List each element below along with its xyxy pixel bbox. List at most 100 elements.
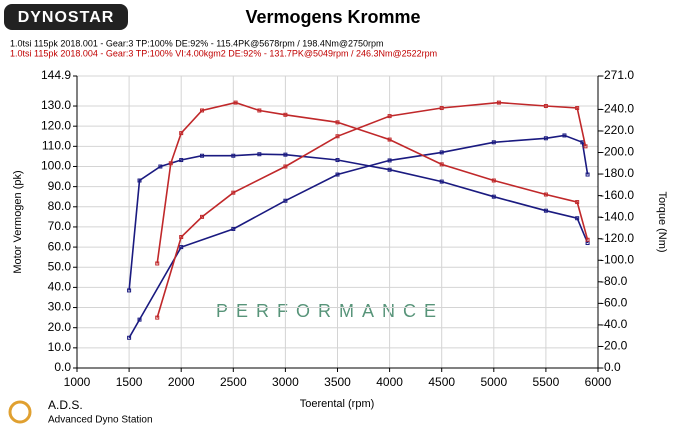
y2-tick-label: -180.0 — [600, 166, 634, 180]
point-marker — [179, 158, 184, 163]
y2-tick-label: -40.0 — [600, 317, 628, 331]
point-marker — [137, 317, 142, 322]
point-marker — [257, 152, 262, 157]
point-marker — [439, 106, 444, 111]
watermark: PERFORMANCE — [216, 301, 444, 321]
x-tick-label: 4000 — [376, 375, 403, 389]
point-marker — [387, 158, 392, 163]
y-tick-label: 130.0 — [41, 98, 71, 112]
point-marker — [543, 208, 548, 213]
point-marker — [137, 178, 142, 183]
y-tick-label: 144.9 — [41, 68, 71, 82]
point-marker — [231, 190, 236, 195]
footer-subtitle: Advanced Dyno Station — [48, 415, 153, 426]
point-marker — [257, 108, 262, 113]
x-tick-label: 2000 — [168, 375, 195, 389]
footer-title: A.D.S. — [48, 398, 83, 412]
y2-tick-label: -140.0 — [600, 209, 634, 223]
x-tick-label: 5000 — [480, 375, 507, 389]
x-tick-label: 4500 — [428, 375, 455, 389]
point-marker — [335, 172, 340, 177]
x-axis-label: Toerental (rpm) — [300, 398, 375, 410]
y2-tick-label: -60.0 — [600, 296, 628, 310]
y-tick-label: 60.0 — [48, 239, 72, 253]
x-tick-label: 5500 — [533, 375, 560, 389]
series-line — [156, 101, 589, 264]
y-tick-label: 50.0 — [48, 259, 72, 273]
y-tick-label: 110.0 — [42, 139, 71, 153]
chart-title: Vermogens Kromme — [245, 7, 420, 27]
point-marker — [543, 192, 548, 197]
point-marker — [335, 158, 340, 163]
y2-tick-label: -240.0 — [600, 102, 634, 116]
y-axis-label: Motor Vermogen (pk) — [12, 170, 24, 273]
y2-tick-label: -0.0 — [600, 360, 621, 374]
point-marker — [585, 241, 590, 246]
point-marker — [387, 167, 392, 172]
point-marker — [387, 137, 392, 142]
logo-badge — [4, 4, 128, 30]
point-marker — [543, 104, 548, 109]
y-tick-label: 40.0 — [48, 280, 72, 294]
x-tick-label: 1500 — [116, 375, 143, 389]
footer-icon — [8, 400, 32, 424]
point-marker — [585, 172, 590, 177]
y2-tick-label: -80.0 — [600, 274, 628, 288]
y-tick-label: 90.0 — [48, 179, 72, 193]
point-marker — [585, 237, 590, 242]
point-marker — [283, 112, 288, 117]
point-marker — [179, 235, 184, 240]
y2-tick-label: -160.0 — [600, 188, 634, 202]
point-marker — [491, 140, 496, 145]
y-tick-label: 10.0 — [48, 340, 72, 354]
y2-tick-label: -271.0 — [600, 68, 634, 82]
x-tick-label: 1000 — [64, 375, 91, 389]
x-tick-label: 6000 — [585, 375, 612, 389]
y-tick-label: 70.0 — [48, 219, 72, 233]
point-marker — [155, 261, 160, 266]
point-marker — [491, 178, 496, 183]
point-marker — [575, 216, 580, 221]
y2-tick-label: -200.0 — [600, 145, 634, 159]
y2-tick-label: -20.0 — [600, 339, 628, 353]
point-marker — [200, 108, 205, 113]
x-tick-label: 2500 — [220, 375, 247, 389]
point-marker — [283, 198, 288, 203]
point-marker — [335, 134, 340, 139]
y-tick-label: 100.0 — [41, 159, 71, 173]
point-marker — [283, 152, 288, 157]
point-marker — [439, 150, 444, 155]
point-marker — [496, 100, 501, 105]
point-marker — [155, 315, 160, 320]
y2-tick-label: -120.0 — [600, 231, 634, 245]
point-marker — [179, 131, 184, 136]
y-tick-label: 80.0 — [48, 199, 72, 213]
logo: DYNOSTAR — [18, 9, 115, 26]
point-marker — [283, 164, 288, 169]
point-marker — [562, 133, 567, 138]
y-tick-label: 0.0 — [54, 360, 71, 374]
legend-line: 1.0tsi 115pk 2018.004 - Gear:3 TP:100% V… — [10, 48, 437, 58]
point-marker — [575, 106, 580, 111]
y-tick-label: 120.0 — [41, 118, 71, 132]
point-marker — [439, 179, 444, 184]
point-marker — [158, 164, 163, 169]
point-marker — [439, 162, 444, 167]
point-marker — [168, 161, 173, 166]
y2-tick-label: -220.0 — [600, 123, 634, 137]
x-tick-label: 3000 — [272, 375, 299, 389]
point-marker — [179, 245, 184, 250]
series-line — [128, 134, 589, 339]
point-marker — [127, 288, 132, 293]
point-marker — [231, 226, 236, 231]
x-tick-label: 3500 — [324, 375, 351, 389]
series-line — [156, 101, 587, 318]
point-marker — [575, 200, 580, 205]
legend-line: 1.0tsi 115pk 2018.001 - Gear:3 TP:100% D… — [10, 38, 383, 48]
point-marker — [491, 194, 496, 199]
point-marker — [200, 214, 205, 219]
point-marker — [543, 136, 548, 141]
point-marker — [231, 153, 236, 158]
point-marker — [335, 120, 340, 125]
